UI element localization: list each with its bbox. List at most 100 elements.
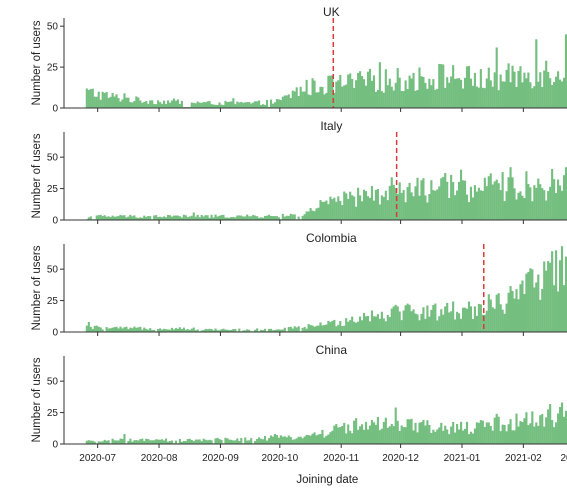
bar [438, 427, 441, 444]
bar [390, 423, 393, 444]
bar [101, 329, 104, 332]
bar [202, 438, 205, 444]
bar [366, 196, 370, 220]
bar [159, 102, 162, 108]
bar [503, 81, 506, 108]
bar [307, 211, 310, 220]
bar [222, 105, 225, 108]
bar [454, 78, 457, 108]
bar [317, 92, 320, 108]
bar [481, 314, 484, 332]
bar [519, 191, 522, 220]
bar [505, 431, 508, 444]
bar [202, 216, 205, 220]
bar [533, 426, 536, 444]
bar [545, 417, 548, 444]
bar [129, 327, 132, 332]
bar [364, 316, 368, 332]
bar [499, 304, 502, 332]
bar [345, 318, 348, 332]
bar [553, 179, 556, 220]
bar [564, 34, 567, 108]
y-tick-label: 50 [47, 377, 59, 388]
bar [214, 438, 217, 444]
bar [513, 71, 516, 108]
bar [564, 410, 567, 444]
bar [107, 328, 110, 332]
bar [216, 437, 219, 444]
bar [452, 182, 455, 220]
bar [378, 430, 381, 444]
bar [311, 433, 314, 444]
bar [355, 80, 358, 108]
bar [414, 422, 417, 444]
bar [192, 102, 195, 108]
bar [277, 99, 280, 108]
bar [505, 69, 508, 108]
bar [163, 440, 166, 444]
bar [501, 309, 504, 332]
bar [228, 439, 231, 444]
bar [418, 67, 421, 108]
bar [289, 436, 292, 444]
bar [238, 215, 241, 220]
bar [153, 215, 156, 220]
bar [137, 217, 140, 220]
bar [141, 438, 144, 444]
bar [93, 96, 96, 108]
bar [513, 188, 516, 220]
bar [258, 100, 261, 108]
bar [277, 217, 280, 220]
bar [487, 422, 490, 444]
bar [246, 102, 249, 108]
bar [345, 193, 348, 220]
bar [446, 181, 449, 220]
bar [398, 311, 401, 332]
bar [551, 168, 554, 220]
bar [224, 217, 227, 220]
bar [250, 103, 253, 108]
bar [412, 430, 415, 444]
x-tick-label: 2021-02 [505, 453, 542, 464]
bar [434, 303, 437, 332]
bar [408, 304, 411, 332]
bar [269, 435, 273, 444]
bar [331, 75, 334, 108]
bar [509, 82, 512, 108]
bar [456, 190, 459, 220]
bar [406, 187, 409, 220]
bar [469, 186, 473, 220]
bar [475, 191, 478, 220]
bar [99, 99, 102, 108]
bar [400, 90, 403, 108]
bar [539, 415, 542, 444]
y-axis-title: Number of users [31, 245, 43, 330]
bar [155, 215, 158, 220]
bar [366, 316, 370, 332]
bar [184, 441, 187, 444]
bar [378, 62, 381, 108]
bar [559, 79, 562, 108]
bar [85, 88, 88, 108]
bar [265, 440, 269, 444]
bar [537, 178, 540, 220]
bar [119, 214, 122, 220]
bar [562, 285, 566, 332]
bar [341, 86, 344, 108]
bar [515, 199, 518, 220]
bar [260, 104, 263, 108]
bar [353, 196, 356, 220]
bar [232, 216, 235, 220]
bar [133, 100, 136, 108]
bar [555, 422, 558, 444]
bar [287, 435, 290, 444]
bar [117, 440, 120, 444]
bar [157, 439, 160, 444]
bar [537, 81, 540, 108]
bar [529, 423, 532, 444]
bar [250, 216, 253, 220]
bar [372, 422, 376, 444]
bar [327, 75, 330, 108]
bar [370, 186, 374, 220]
bar [541, 414, 544, 444]
